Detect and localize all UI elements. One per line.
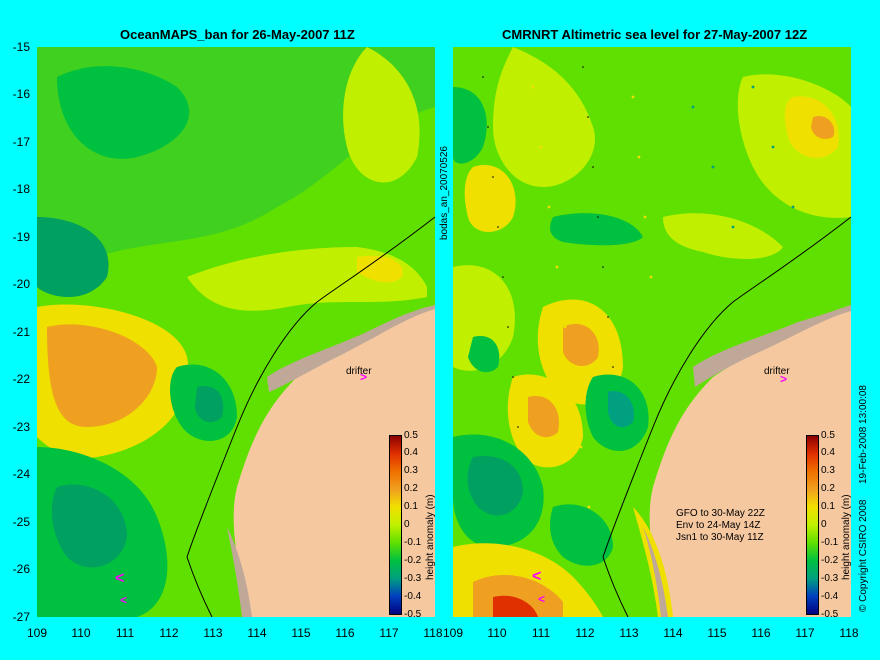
x-tick: 111 (531, 626, 551, 640)
cb-tick: -0.3 (404, 573, 422, 584)
colorbar-right-label: height anomaly (m) (841, 494, 852, 580)
x-tick: 111 (115, 626, 135, 640)
x-tick: 110 (71, 626, 91, 640)
x-tick: 118 (839, 626, 859, 640)
y-tick: -24 (12, 467, 30, 481)
y-tick: -25 (12, 515, 30, 529)
x-tick: 116 (335, 626, 355, 640)
cb-tick: -0.2 (821, 555, 839, 566)
x-tick: 113 (203, 626, 223, 640)
left-drifter-track-2: < (120, 593, 128, 607)
timestamp-label: 19-Feb-2008 13:00:08 (858, 385, 869, 484)
cb-tick: 0 (821, 519, 827, 530)
cb-tick: 0.4 (404, 447, 418, 458)
cb-tick: 0.4 (821, 447, 835, 458)
left-drifter-track: < (115, 570, 125, 587)
x-tick: 117 (795, 626, 815, 640)
cb-tick: -0.4 (821, 591, 839, 602)
cb-tick: 0.1 (821, 501, 835, 512)
right-drifter-track-2: < (538, 592, 546, 606)
cb-tick: 0.5 (404, 430, 418, 441)
right-drifter-label: drifter (764, 366, 790, 377)
colorbar-left-label: height anomaly (m) (425, 494, 436, 580)
x-tick: 116 (751, 626, 771, 640)
x-tick: 113 (619, 626, 639, 640)
y-tick: -21 (12, 325, 30, 339)
cb-tick: 0 (404, 519, 410, 530)
left-panel-title: OceanMAPS_ban for 26-May-2007 11Z (120, 27, 355, 42)
cb-tick: 0.2 (404, 483, 418, 494)
x-tick: 114 (663, 626, 683, 640)
y-tick: -23 (12, 420, 30, 434)
cb-tick: -0.1 (404, 537, 422, 548)
y-tick: -22 (12, 372, 30, 386)
x-tick: 118 (423, 626, 443, 640)
right-map-canvas (453, 47, 851, 617)
cb-tick: 0.2 (821, 483, 835, 494)
x-tick: 109 (26, 626, 48, 640)
model-run-label: bodas_an_20070526 (439, 146, 450, 240)
cb-tick: 0.3 (821, 465, 835, 476)
cb-tick: -0.3 (821, 573, 839, 584)
y-tick: -18 (12, 182, 30, 196)
left-drifter-label: drifter (346, 366, 372, 377)
colorbar-right-gradient (806, 435, 819, 615)
altimeter-legend-jsn1: Jsn1 to 30-May 11Z (676, 532, 764, 543)
left-map[interactable] (37, 47, 435, 617)
copyright-label: © Copyright CSIRO 2008 (858, 499, 869, 612)
cb-tick: -0.4 (404, 591, 422, 602)
y-tick: -19 (12, 230, 30, 244)
left-drifter-arrow: > (360, 370, 368, 384)
x-tick: 112 (575, 626, 595, 640)
x-tick: 115 (291, 626, 311, 640)
x-tick: 112 (159, 626, 179, 640)
cb-tick: -0.1 (821, 537, 839, 548)
cb-tick: -0.5 (404, 609, 422, 620)
y-tick: -27 (12, 610, 30, 624)
right-drifter-track: < (532, 568, 542, 585)
left-map-canvas (37, 47, 435, 617)
y-tick: -26 (12, 562, 30, 576)
cb-tick: 0.3 (404, 465, 418, 476)
cb-tick: -0.2 (404, 555, 422, 566)
right-map[interactable] (453, 47, 851, 617)
colorbar-left-gradient (389, 435, 402, 615)
cb-tick: 0.1 (404, 501, 418, 512)
x-tick: 115 (707, 626, 727, 640)
y-tick: -15 (12, 40, 30, 54)
x-tick: 114 (247, 626, 267, 640)
cb-tick: 0.5 (821, 430, 835, 441)
x-tick: 117 (379, 626, 399, 640)
y-tick: -17 (12, 135, 30, 149)
y-tick: -20 (12, 277, 30, 291)
y-tick: -16 (12, 87, 30, 101)
x-tick: 110 (487, 626, 507, 640)
altimeter-legend-gfo: GFO to 30-May 22Z (676, 508, 765, 519)
altimeter-legend-env: Env to 24-May 14Z (676, 520, 761, 531)
cb-tick: -0.5 (821, 609, 839, 620)
right-drifter-arrow: > (780, 372, 788, 386)
right-panel-title: CMRNRT Altimetric sea level for 27-May-2… (502, 27, 808, 42)
x-tick: 109 (442, 626, 464, 640)
